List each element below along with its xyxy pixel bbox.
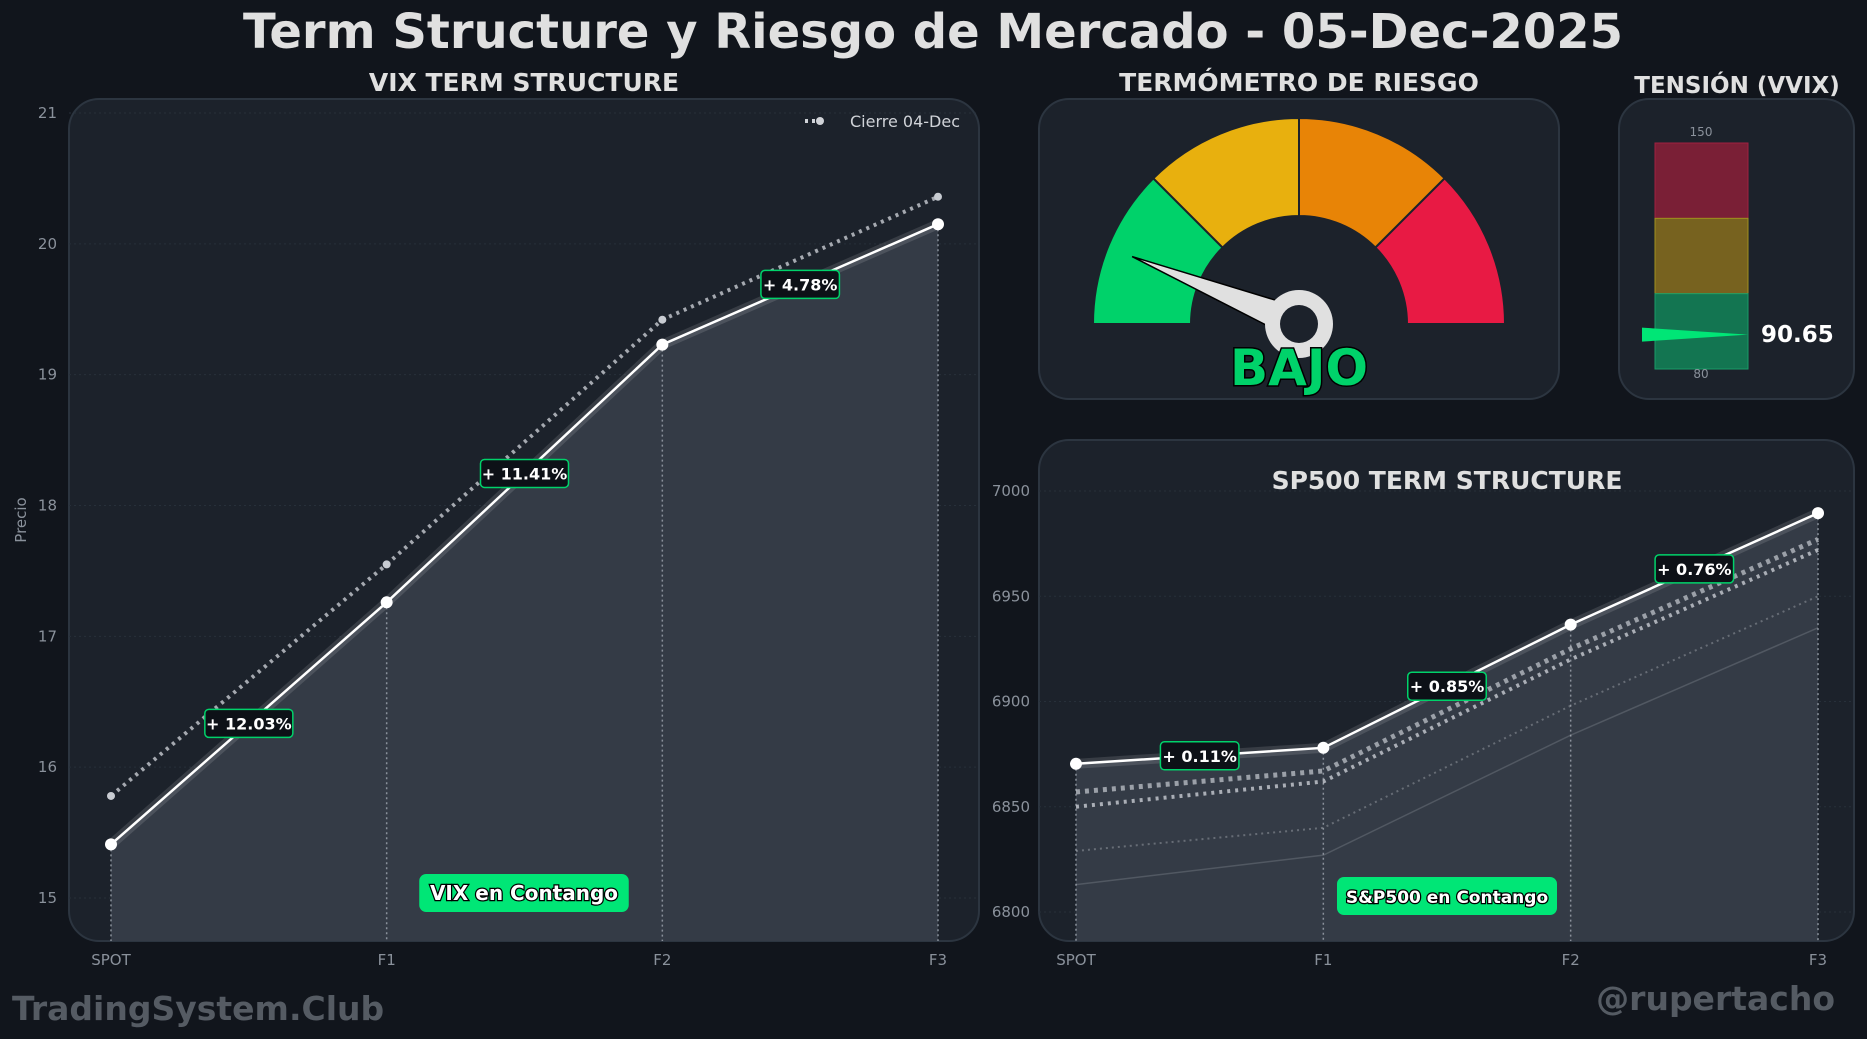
- comparison-line: [1075, 627, 1819, 886]
- change-label: + 0.85%: [1410, 677, 1484, 696]
- vvix-pointer-icon: [1642, 327, 1748, 342]
- change-label: + 12.03%: [206, 714, 292, 733]
- y-tick-label: 19: [38, 366, 57, 384]
- comparison-point: [107, 791, 115, 800]
- sp500-chart: 6800 6850 6900 6950 7000 SPOT F1 F2 F3 + 0.11% + 0…: [992, 482, 1854, 969]
- vvix-bar: [1642, 142, 1749, 370]
- data-point: [380, 596, 393, 609]
- y-tick-label: 7000: [992, 482, 1030, 500]
- legend-label: Cierre 04-Dec: [850, 112, 960, 131]
- comparison-point: [658, 315, 667, 324]
- x-tick-label: F3: [1809, 951, 1827, 969]
- y-tick-label: 15: [38, 889, 57, 907]
- status-badge: [419, 874, 629, 912]
- vix-legend: Cierre 04-Dec: [805, 112, 960, 131]
- gauge-hub-center: [1280, 305, 1318, 343]
- change-badge: [760, 269, 841, 300]
- y-tick-label: 20: [38, 235, 57, 253]
- x-tick-label: F3: [929, 951, 947, 969]
- data-point: [656, 338, 669, 351]
- change-label: + 11.41%: [482, 464, 568, 483]
- comparison-line: [1075, 537, 1820, 795]
- gauge-status-label: BAJO: [1230, 339, 1368, 397]
- x-tick-label: F1: [1314, 951, 1332, 969]
- y-tick-label: 6900: [992, 693, 1030, 711]
- data-point: [1812, 507, 1824, 520]
- y-tick-label: 6950: [992, 587, 1030, 605]
- y-tick-label: 16: [38, 758, 57, 776]
- gauge-title: TERMÓMETRO DE RIESGO: [1119, 67, 1479, 97]
- watermark-left: TradingSystem.Club: [12, 989, 384, 1028]
- risk-gauge: [1091, 116, 1507, 358]
- watermark-right: @rupertacho: [1596, 979, 1835, 1018]
- comparison-line: [109, 194, 939, 798]
- change-label: + 4.78%: [763, 275, 837, 294]
- page-title: Term Structure y Riesgo de Mercado - 05-…: [243, 4, 1623, 60]
- y-tick-label: 18: [38, 496, 57, 514]
- status-label: VIX en Contango: [430, 881, 618, 905]
- x-tick-label: F1: [378, 951, 396, 969]
- comparison-line: [1075, 548, 1819, 809]
- area-fill: [1076, 513, 1818, 941]
- vvix-tick-bottom: 80: [1693, 367, 1708, 381]
- sp500-chart-title: SP500 TERM STRUCTURE: [1272, 466, 1623, 495]
- vvix-tick-top: 150: [1690, 125, 1713, 139]
- area-fill: [111, 224, 938, 942]
- x-tick-label: SPOT: [1056, 951, 1096, 969]
- data-point: [1564, 618, 1577, 631]
- x-tick-label: F2: [1562, 951, 1580, 969]
- change-label: + 0.11%: [1162, 747, 1236, 766]
- x-tick-label: F2: [653, 951, 671, 969]
- vvix-zone: [1654, 217, 1749, 295]
- status-badge: [1337, 877, 1557, 915]
- data-point: [932, 218, 944, 231]
- change-badge: [1159, 741, 1240, 771]
- change-badge: [1407, 671, 1487, 701]
- change-badge: [204, 708, 294, 739]
- data-point: [1070, 757, 1082, 770]
- comparison-point: [382, 560, 391, 569]
- data-point: [1317, 741, 1330, 754]
- vix-chart: 15 16 17 18 19 20 21 SPOT F1 F2 F3 + 12.03% + 11.41%…: [38, 104, 979, 969]
- x-tick-label: SPOT: [91, 951, 131, 969]
- vvix-value: 90.65: [1761, 322, 1834, 348]
- change-badge: [1654, 554, 1735, 584]
- vvix-zone: [1654, 142, 1749, 219]
- change-badge: [479, 458, 570, 489]
- vix-chart-title: VIX TERM STRUCTURE: [369, 68, 679, 97]
- legend-marker-icon: [816, 117, 824, 125]
- y-tick-label: 6850: [992, 798, 1030, 816]
- change-label: + 0.76%: [1657, 560, 1731, 579]
- vvix-title: TENSIÓN (VVIX): [1634, 71, 1840, 99]
- data-point: [105, 838, 117, 851]
- comparison-point: [934, 192, 942, 201]
- y-tick-label: 21: [38, 104, 57, 122]
- y-tick-label: 17: [38, 627, 57, 645]
- y-tick-label: 6800: [992, 903, 1030, 921]
- status-label: S&P500 en Contango: [1346, 888, 1548, 908]
- vix-y-axis-label: Precio: [12, 497, 30, 542]
- gauge-segment: [1373, 176, 1507, 325]
